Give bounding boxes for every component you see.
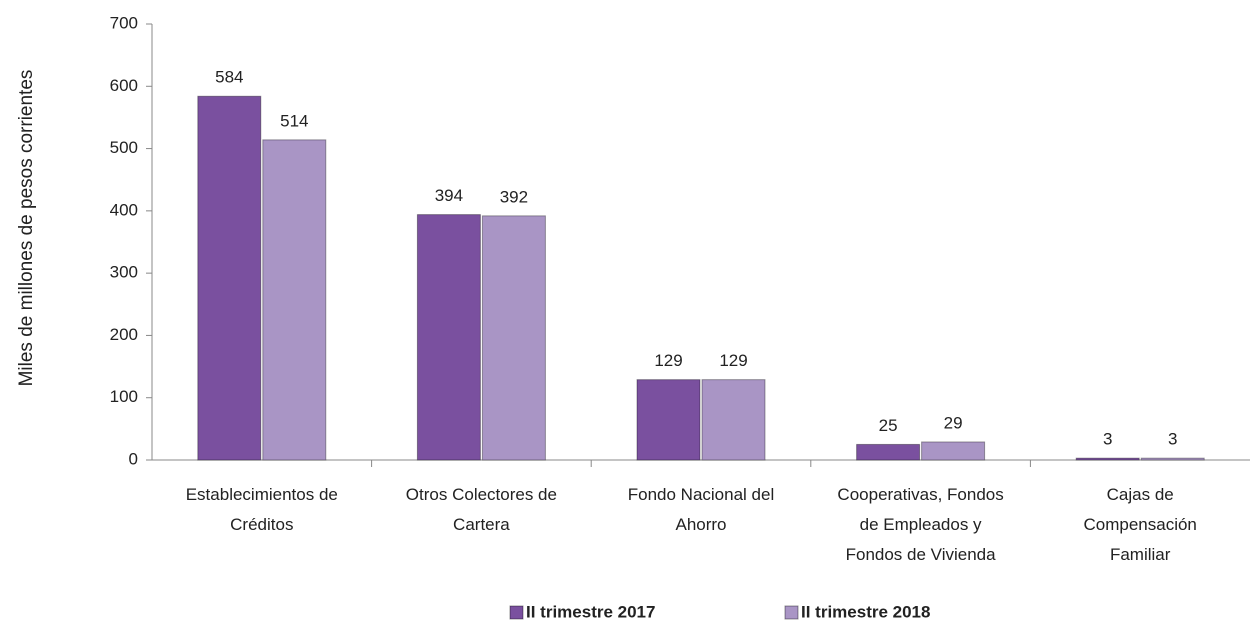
- bar: [416, 214, 481, 461]
- y-axis-label: Miles de millones de pesos corrientes: [16, 70, 37, 387]
- legend-swatch: [509, 605, 524, 620]
- x-tick-label-line: Familiar: [1110, 545, 1171, 564]
- legend-label: II trimestre 2017: [526, 602, 655, 621]
- x-tick-label-line: Ahorro: [675, 515, 726, 534]
- bar: [262, 139, 327, 461]
- x-tick-label: Otros Colectores de Cartera: [406, 485, 557, 534]
- value-label: 392: [500, 187, 528, 206]
- value-label: 25: [879, 416, 898, 435]
- x-tick-label-line: Fondos de Vivienda: [846, 545, 997, 564]
- value-label: 129: [719, 351, 747, 370]
- y-tick-label: 100: [110, 387, 138, 406]
- value-label: 394: [435, 186, 463, 205]
- bar: [921, 441, 986, 461]
- y-tick-label: 700: [110, 13, 138, 32]
- x-tick-label-line: de Empleados y: [860, 515, 982, 534]
- y-tick-label: 300: [110, 263, 138, 282]
- bar: [197, 95, 262, 461]
- value-label: 3: [1168, 430, 1177, 449]
- x-tick-label: Cajas de Compensación Familiar: [1083, 485, 1196, 564]
- legend-swatch: [784, 605, 799, 620]
- y-tick-label: 500: [110, 138, 138, 157]
- bar: [481, 215, 546, 461]
- bar: [1140, 457, 1205, 461]
- bar: [856, 443, 921, 461]
- y-tick-label: 0: [129, 449, 138, 468]
- y-tick-label: 600: [110, 76, 138, 95]
- x-tick-label-line: Créditos: [230, 515, 293, 534]
- y-tick-label: 400: [110, 200, 138, 219]
- bar: [701, 379, 766, 461]
- bar: [1075, 457, 1140, 461]
- x-tick-label-line: Cartera: [453, 515, 510, 534]
- x-tick-label-line: Establecimientos de: [186, 485, 338, 504]
- bar: [636, 379, 701, 461]
- x-tick-label-line: Compensación: [1083, 515, 1196, 534]
- x-tick-label: Cooperativas, Fondos de Empleados y Fondos…: [837, 485, 1003, 564]
- x-tick-label-line: Cajas de: [1107, 485, 1174, 504]
- value-label: 129: [654, 351, 682, 370]
- y-tick-label: 200: [110, 325, 138, 344]
- value-label: 514: [280, 111, 308, 130]
- value-label: 3: [1103, 430, 1112, 449]
- x-tick-label-line: Cooperativas, Fondos: [837, 485, 1003, 504]
- value-label: 29: [944, 413, 963, 432]
- x-tick-label-line: Fondo Nacional del: [628, 485, 774, 504]
- x-tick-label: Establecimientos de Créditos: [186, 485, 338, 534]
- legend-label: II trimestre 2018: [801, 602, 930, 621]
- x-tick-label: Fondo Nacional del Ahorro: [628, 485, 774, 534]
- x-tick-label-line: Otros Colectores de: [406, 485, 557, 504]
- value-label: 584: [215, 68, 243, 87]
